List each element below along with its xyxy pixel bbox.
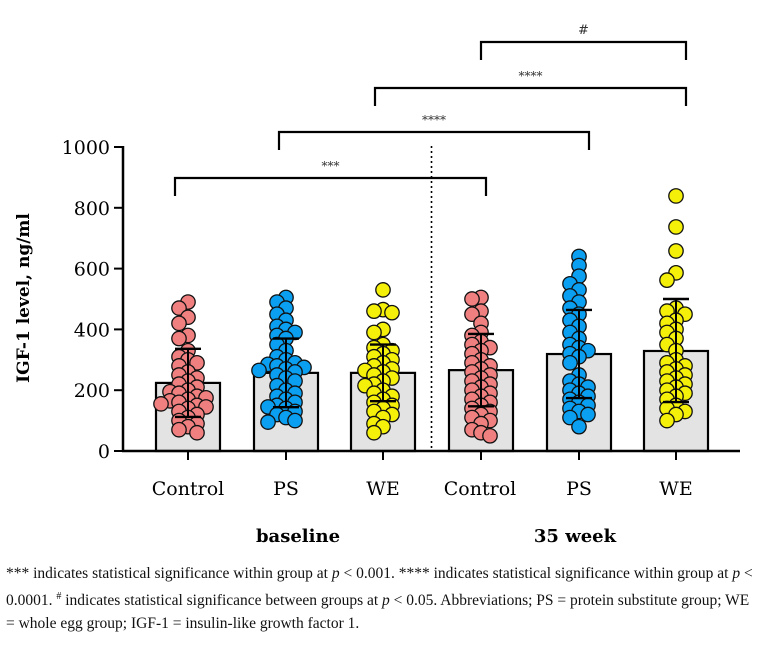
data-point-4-18 — [562, 354, 578, 371]
significance-bracket-0 — [173, 176, 488, 196]
y-tick-label-400: 400 — [74, 319, 110, 341]
data-point-0-25 — [153, 396, 169, 412]
data-point-5-0 — [668, 188, 684, 204]
caption-hash: # — [56, 591, 62, 602]
significance-label-0: *** — [322, 159, 340, 173]
data-point-5-2 — [668, 243, 684, 259]
data-point-1-37 — [260, 414, 276, 430]
data-point-3-36 — [482, 427, 498, 444]
data-point-2-2 — [366, 303, 382, 320]
data-point-0-5 — [171, 330, 187, 347]
figure-caption: *** indicates statistical significance w… — [6, 562, 758, 635]
group-label-1: 35 week — [534, 526, 617, 547]
caption-line2b: < 0.05. Abbreviations; PS = protein subs… — [6, 592, 750, 633]
caption-line2a: indicates statistical significance betwe… — [61, 592, 383, 610]
data-point-3-1 — [464, 291, 480, 307]
x-tick-label-3: Control — [444, 478, 516, 500]
x-tick-label-4: PS — [566, 478, 592, 500]
group-label-0: baseline — [256, 526, 340, 547]
significance-label-1: **** — [422, 113, 446, 127]
significance-brackets: ***********# — [173, 23, 688, 196]
x-tick-label-5: WE — [659, 478, 692, 500]
x-tick-label-2: WE — [366, 478, 399, 500]
data-point-4-33 — [571, 418, 587, 435]
data-point-5-33 — [659, 412, 675, 429]
data-point-0-3 — [171, 315, 187, 332]
labels-layer: 0 200 400 600 800 1000 Control PS WE Control PS WE b… — [62, 137, 693, 547]
x-tick-label-1: PS — [273, 478, 299, 500]
error-bars-layer — [175, 297, 689, 419]
data-point-1-36 — [287, 412, 303, 429]
significance-bracket-2 — [373, 86, 688, 106]
caption-p2: p — [732, 565, 741, 582]
data-point-0-36 — [189, 424, 205, 441]
bars-layer — [154, 349, 710, 453]
data-point-2-0 — [375, 282, 391, 298]
data-point-2-34 — [366, 424, 382, 441]
axes-layer — [114, 146, 740, 460]
caption-p3: p — [382, 592, 390, 610]
caption-line1b: < 0.001. **** indicates statistical sign… — [339, 565, 733, 582]
significance-label-2: **** — [519, 69, 543, 83]
y-tick-label-800: 800 — [74, 198, 110, 220]
caption-p1: p — [331, 565, 340, 582]
data-point-5-1 — [668, 219, 684, 235]
data-point-2-5 — [366, 324, 382, 341]
caption-line1a: *** indicates statistical significance w… — [6, 565, 332, 582]
significance-label-3: # — [578, 23, 589, 38]
chart: ***********# IGF-1 level, ng/ml 02004006… — [14, 23, 740, 547]
data-point-0-35 — [171, 421, 187, 438]
y-tick-label-0: 0 — [98, 441, 110, 463]
significance-bracket-1 — [277, 130, 591, 150]
data-point-1-19 — [251, 362, 267, 379]
data-point-2-3 — [384, 304, 400, 321]
y-axis-label: IGF-1 level, ng/ml — [14, 213, 34, 383]
data-point-4-31 — [580, 406, 596, 423]
significance-bracket-3 — [479, 40, 688, 60]
x-tick-label-0: Control — [152, 478, 224, 500]
y-tick-label-600: 600 — [74, 259, 110, 281]
y-tick-label-200: 200 — [74, 380, 110, 402]
caption-line1c: < 0.0001. — [6, 565, 753, 610]
data-point-5-4 — [659, 272, 675, 289]
y-tick-label-1000: 1000 — [62, 137, 110, 159]
